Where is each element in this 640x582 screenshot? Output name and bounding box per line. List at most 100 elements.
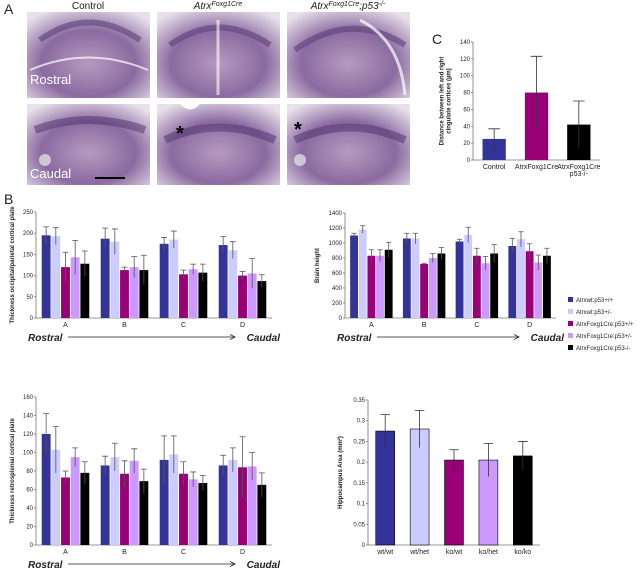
x-label-line: ko/het (479, 549, 498, 556)
bar (376, 255, 384, 318)
bar (525, 251, 534, 318)
bar (238, 467, 247, 545)
axis-direction-start: Rostral (28, 560, 63, 571)
error-bar (199, 475, 206, 491)
bar (139, 270, 149, 318)
bar (129, 267, 139, 318)
x-label-line: AtrxFoxg1Cre (557, 164, 600, 171)
y-tick-label: 80 (463, 91, 470, 97)
x-tick-label: A (369, 322, 374, 329)
error-bar (412, 232, 419, 244)
micrograph (157, 104, 280, 185)
x-label-line: wt/wt (376, 549, 393, 556)
x-label-line: C (181, 322, 186, 329)
asterisk: * (176, 123, 184, 145)
error-bar (258, 274, 265, 288)
bar (534, 262, 543, 318)
error-bar (81, 461, 88, 484)
error-bar (368, 249, 374, 262)
bar (350, 235, 358, 318)
axis-direction-end: Caudal (247, 560, 281, 571)
bar (159, 243, 169, 318)
asterisk: * (294, 119, 302, 141)
x-label-line: C (474, 322, 479, 329)
bar (169, 454, 179, 545)
bar (490, 253, 499, 318)
y-tick-label: 0 (30, 543, 34, 549)
row-label: Rostral (30, 72, 71, 87)
error-bar (438, 247, 445, 260)
y-tick-label: 600 (332, 271, 343, 277)
x-label-line: A (369, 322, 374, 329)
legend-swatch (568, 345, 573, 350)
x-tick-label: C (181, 322, 186, 329)
y-tick-label: 1400 (329, 211, 343, 217)
error-bar (535, 254, 541, 270)
bar (228, 250, 238, 318)
error-bar (360, 225, 366, 234)
x-tick-label: B (122, 549, 127, 556)
bar (120, 270, 129, 318)
error-bar (220, 236, 227, 254)
error-bar (102, 227, 109, 250)
error-bar (491, 244, 497, 263)
error-bar (131, 448, 138, 473)
bar (41, 235, 51, 318)
x-label-line: B (122, 549, 127, 556)
panel-label: B (4, 191, 13, 207)
error-bar (72, 447, 79, 467)
bar (420, 264, 429, 318)
error-bar (140, 254, 147, 285)
bar (257, 484, 267, 545)
error-bar (72, 240, 79, 275)
error-bar (62, 251, 69, 282)
column-header: AtrxFoxg1Cre (193, 1, 243, 13)
error-bar (140, 468, 147, 494)
bar (198, 483, 208, 545)
bar (120, 473, 129, 545)
error-bar (249, 258, 256, 289)
x-tick-label: AtrxFoxg1Cre (515, 164, 558, 171)
x-label-line: C (181, 549, 186, 556)
error-bar (488, 128, 500, 150)
y-tick-label: 60 (26, 488, 33, 494)
bar (257, 281, 267, 318)
y-tick-label: 60 (463, 107, 470, 113)
y-tick-label: 0.25 (353, 439, 365, 445)
x-label-line: p53-/- (570, 171, 589, 178)
y-tick-label: 0 (362, 543, 366, 549)
x-label-line: AtrxFoxg1Cre (515, 164, 558, 171)
error-bar (180, 269, 187, 279)
y-label-line: Distance between left and right (440, 57, 446, 146)
bar (61, 267, 70, 318)
error-bar (386, 241, 392, 258)
y-tick-label: 0.1 (357, 502, 366, 508)
micrograph (287, 12, 410, 98)
bar (247, 273, 257, 318)
y-tick-label: 0 (339, 316, 343, 322)
error-bar (62, 470, 69, 484)
bar (139, 481, 149, 545)
error-bar (483, 443, 494, 477)
y-tick-label: 0.3 (357, 419, 366, 425)
y-tick-label: 140 (23, 414, 34, 420)
bar (481, 263, 490, 318)
x-tick-label: ko/ko (514, 549, 531, 556)
y-tick-label: 1000 (329, 241, 343, 247)
y-tick-label: 1200 (329, 226, 343, 232)
error-bar (518, 231, 524, 247)
error-bar (509, 238, 515, 254)
error-bar (111, 228, 118, 255)
bar (228, 459, 238, 545)
bar (367, 255, 376, 318)
error-bar (530, 55, 543, 129)
x-tick-label: C (181, 549, 186, 556)
x-label-line: ko/ko (514, 549, 531, 556)
y-label-line: cingulate cortices (µm) (447, 68, 453, 133)
bar (61, 477, 70, 545)
y-tick-label: 250 (23, 210, 34, 216)
micrograph (157, 12, 280, 98)
y-tick-label: 40 (463, 124, 470, 130)
error-bar (190, 471, 197, 487)
